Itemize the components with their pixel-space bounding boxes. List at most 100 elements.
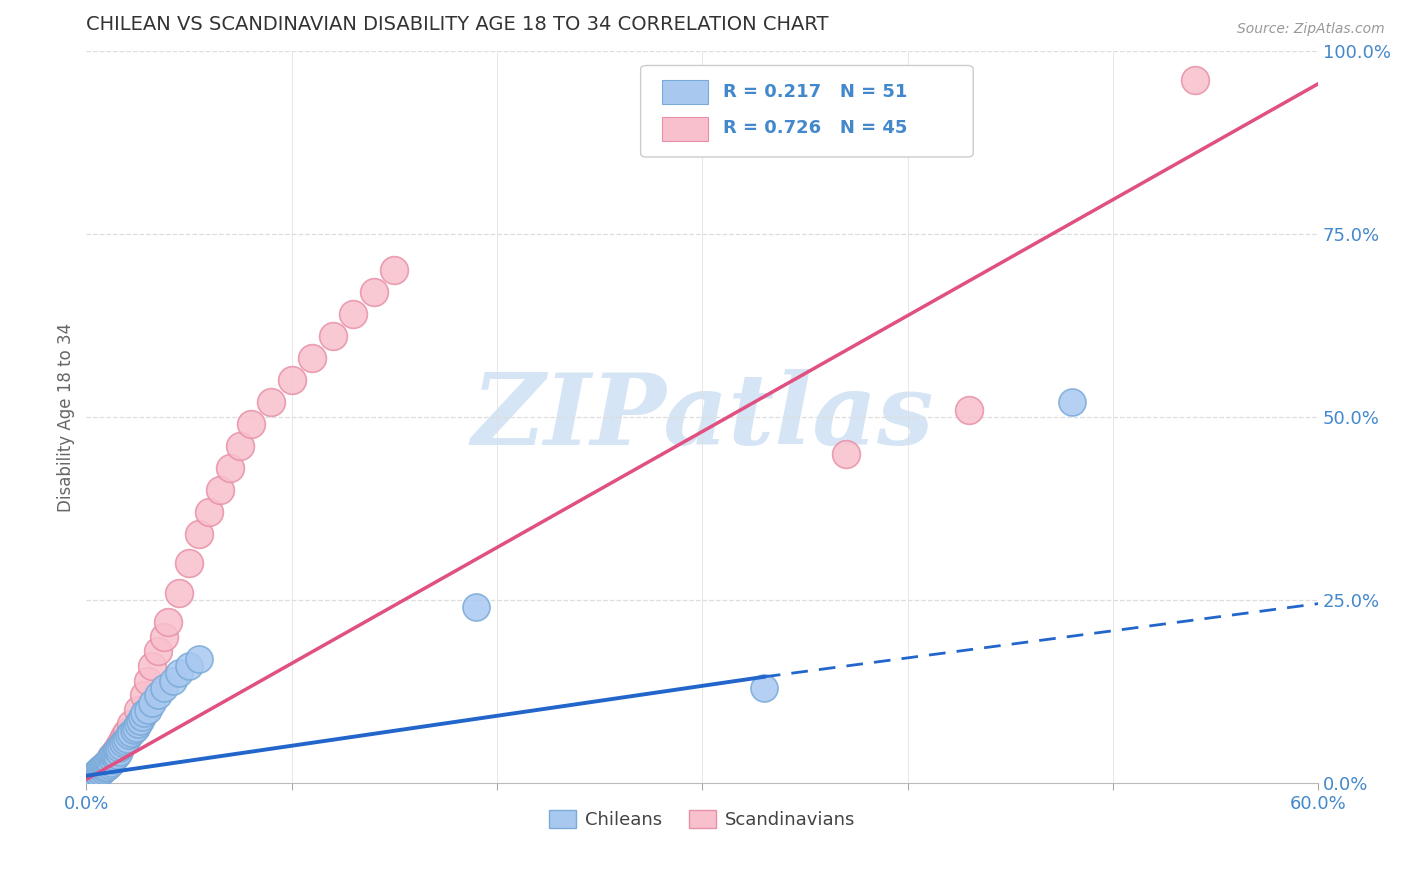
Point [188,651,211,665]
Point [83,772,105,786]
Point [94,761,117,775]
Point [117,732,139,747]
Point [87,767,110,781]
Point [104,747,127,761]
Point [301,351,323,366]
Point [342,308,364,322]
Point [136,673,159,688]
Point [239,417,262,432]
Point [97,754,120,768]
Point [101,753,124,767]
Point [114,728,136,742]
Point [127,717,149,731]
Point [208,483,231,498]
Point [260,395,283,409]
Point [100,750,122,764]
Point [101,748,124,763]
Point [120,726,142,740]
Point [118,728,141,742]
Point [114,733,136,747]
Point [91,760,114,774]
Point [96,756,118,770]
Point [79,772,101,787]
Point [141,696,163,710]
Text: ZIPatlas: ZIPatlas [471,368,934,466]
Point [198,505,221,519]
Point [280,373,302,387]
Point [104,750,127,764]
Text: Source: ZipAtlas.com: Source: ZipAtlas.com [1237,22,1385,37]
Point [835,446,858,460]
Point [105,743,128,757]
Point [177,659,200,673]
Point [167,666,190,681]
Point [105,743,128,757]
Point [108,745,131,759]
Point [86,767,108,781]
Point [153,630,176,644]
Point [87,765,110,780]
Point [167,585,190,599]
FancyBboxPatch shape [662,117,709,141]
Point [112,736,135,750]
Point [86,769,108,783]
Point [82,770,104,784]
Point [162,673,184,688]
Text: CHILEAN VS SCANDINAVIAN DISABILITY AGE 18 TO 34 CORRELATION CHART: CHILEAN VS SCANDINAVIAN DISABILITY AGE 1… [86,15,828,34]
Point [322,329,344,343]
Point [104,745,127,759]
Point [382,263,405,277]
Point [132,688,155,702]
Point [229,439,252,453]
Point [91,763,114,777]
Point [87,763,110,777]
Point [188,527,211,541]
Point [108,740,131,755]
Point [141,659,163,673]
Point [100,750,122,764]
FancyBboxPatch shape [662,80,709,104]
Point [82,770,104,784]
Point [177,557,200,571]
Point [94,757,117,772]
Point [131,710,153,724]
Point [120,717,142,731]
Point [97,757,120,772]
Point [110,739,132,754]
FancyBboxPatch shape [641,65,973,157]
Point [101,748,124,763]
Point [132,706,155,721]
Point [153,681,176,695]
Point [90,765,112,780]
Point [91,761,114,775]
Point [465,600,488,615]
Text: R = 0.217   N = 51: R = 0.217 N = 51 [723,83,907,101]
Point [136,703,159,717]
Point [127,703,149,717]
Point [96,756,118,770]
Point [1184,73,1206,87]
Y-axis label: Disability Age 18 to 34: Disability Age 18 to 34 [58,322,75,511]
Point [83,767,105,781]
Point [105,748,128,763]
Point [112,732,135,747]
Point [1060,395,1083,409]
Point [122,723,145,738]
Point [83,769,105,783]
Point [146,688,169,702]
Point [90,763,112,777]
Point [97,754,120,768]
Point [363,285,385,300]
Point [117,724,139,739]
Point [957,402,980,417]
Point [752,681,775,695]
Point [124,721,146,735]
Point [86,765,108,780]
Point [157,615,180,629]
Point [108,739,131,754]
Point [96,760,118,774]
Point [219,461,242,475]
Point [128,714,150,728]
Text: R = 0.726   N = 45: R = 0.726 N = 45 [723,120,907,137]
Point [90,761,112,775]
